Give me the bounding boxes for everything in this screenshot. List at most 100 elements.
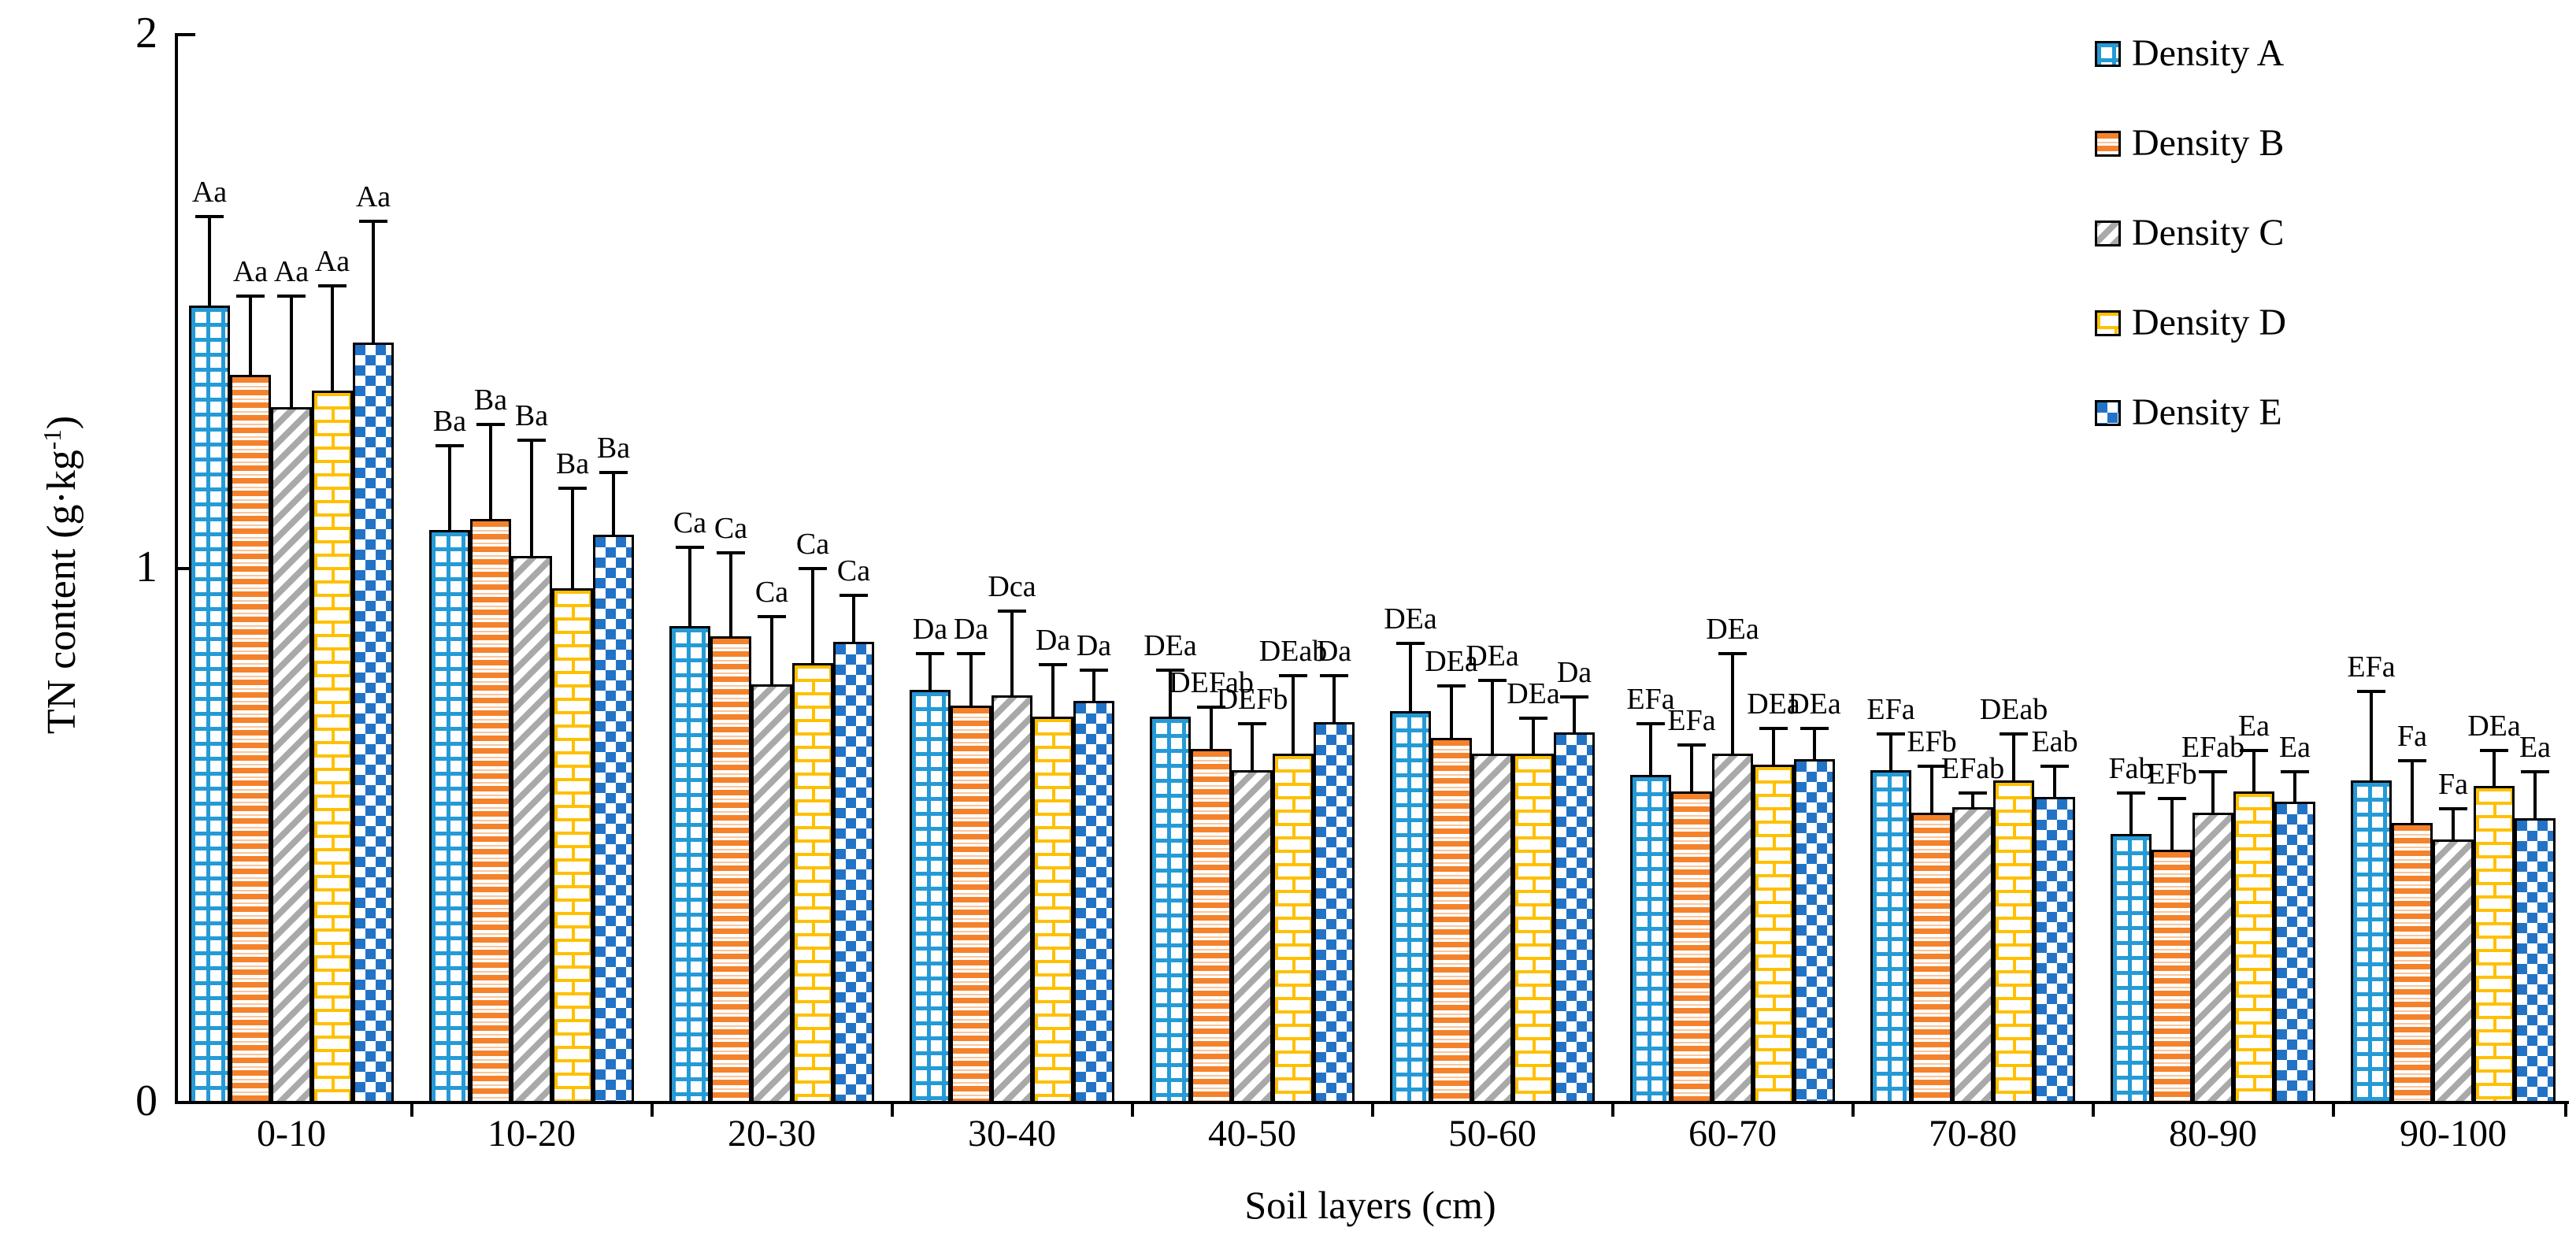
x-category-label: 40-50 — [1208, 1113, 1296, 1154]
error-bar-line — [2170, 797, 2174, 850]
bar-density-d — [792, 663, 833, 1103]
hlines-pattern-swatch-icon — [2095, 130, 2121, 157]
error-bar-line — [770, 615, 773, 684]
error-bar-cap — [1197, 706, 1225, 709]
bar-density-c — [1472, 754, 1513, 1103]
error-bar-line — [571, 487, 574, 588]
error-bar-line — [1292, 674, 1295, 754]
significance-label: Ba — [596, 432, 631, 465]
error-bar-cap — [1877, 732, 1905, 736]
bar-density-d — [2233, 791, 2274, 1103]
error-bar-cap — [1759, 727, 1788, 730]
x-tick-mark — [2564, 1104, 2567, 1117]
bar-density-e — [353, 343, 394, 1103]
legend-item-density-a: Density A — [2095, 35, 2284, 72]
error-bar-cap — [1279, 674, 1307, 677]
significance-label: Ca — [673, 506, 707, 539]
error-bar-line — [1971, 791, 1974, 807]
error-bar-cap — [277, 295, 306, 298]
significance-label: DEFab — [1169, 666, 1254, 699]
bar-density-d — [1273, 754, 1314, 1103]
bar-density-d — [1513, 754, 1554, 1103]
error-bar-line — [530, 439, 533, 556]
significance-label: Ba — [473, 384, 508, 417]
error-bar-line — [852, 594, 855, 642]
significance-label: Ca — [795, 528, 830, 561]
bar-density-d — [1993, 780, 2034, 1103]
bar-density-a — [429, 530, 470, 1103]
significance-label: Ba — [514, 399, 549, 432]
bar-density-d — [1032, 717, 1073, 1103]
significance-label: EFab — [2181, 731, 2245, 764]
error-bar-cap — [1636, 722, 1665, 725]
error-bar-cap — [1918, 765, 1946, 768]
error-bar-cap — [2199, 770, 2227, 773]
x-category-label: 70-80 — [1929, 1113, 2017, 1154]
significance-label: DEab — [1258, 635, 1328, 668]
bar-density-a — [2111, 834, 2152, 1103]
error-bar-line — [2012, 732, 2015, 780]
significance-label: Eab — [2031, 725, 2078, 758]
significance-label: Da — [1316, 635, 1352, 668]
bar-density-b — [470, 519, 511, 1103]
significance-label: Da — [912, 613, 948, 646]
error-bar-line — [2452, 807, 2455, 839]
bar-density-e — [593, 535, 634, 1103]
significance-label: Ca — [836, 554, 871, 587]
error-bar-line — [2211, 770, 2215, 813]
error-bar-cap — [2357, 690, 2385, 693]
significance-label: Ca — [754, 576, 789, 609]
y-tick-mark — [178, 567, 195, 570]
bar-density-c — [1232, 770, 1273, 1103]
significance-label: Da — [1076, 629, 1112, 662]
bar-density-c — [751, 684, 792, 1103]
x-category-label: 30-40 — [968, 1113, 1056, 1154]
x-tick-mark — [1371, 1104, 1374, 1117]
significance-label: DEa — [2467, 710, 2521, 743]
bar-density-b — [1671, 791, 1712, 1103]
significance-label: EFa — [1626, 683, 1675, 716]
x-tick-mark — [2332, 1104, 2335, 1117]
error-bar-cap — [1437, 684, 1466, 687]
bar-density-d — [1753, 765, 1794, 1103]
error-bar-cap — [758, 615, 786, 618]
significance-label: EFa — [1866, 693, 1915, 726]
error-bar-cap — [1560, 695, 1588, 699]
significance-label: DEab — [1979, 693, 2048, 726]
error-bar-cap — [1396, 642, 1425, 645]
error-bar-cap — [916, 652, 944, 655]
error-bar-line — [688, 546, 691, 626]
error-bar-line — [1772, 727, 1775, 765]
error-bar-line — [1649, 722, 1652, 775]
error-bar-cap — [1519, 717, 1547, 720]
error-bar-line — [1332, 674, 1336, 722]
bar-density-a — [1630, 775, 1671, 1103]
legend-item-density-b: Density B — [2095, 124, 2284, 162]
significance-label: EFb — [2147, 758, 2197, 791]
x-tick-mark — [1611, 1104, 1614, 1117]
y-axis-title: TN content (g·kg-1) — [38, 415, 85, 735]
bar-density-e — [2515, 818, 2556, 1103]
error-bar-cap — [2117, 791, 2145, 795]
bar-density-e — [2034, 797, 2075, 1103]
x-category-label: 10-20 — [487, 1113, 576, 1154]
significance-label: EFb — [1907, 725, 1957, 758]
y-axis-title-superscript: -1 — [38, 429, 66, 450]
error-bar-line — [811, 567, 814, 663]
error-bar-line — [2411, 759, 2414, 823]
brick-pattern-swatch-icon — [2095, 309, 2121, 336]
error-bar-line — [2053, 765, 2056, 797]
legend-item-density-e: Density E — [2095, 394, 2282, 432]
significance-label: DEFb — [1216, 683, 1288, 716]
error-bar-line — [1573, 695, 1576, 732]
significance-label: Ea — [2519, 731, 2552, 764]
significance-label: Aa — [191, 176, 228, 209]
legend-label: Density C — [2132, 212, 2285, 254]
legend-label: Density E — [2132, 391, 2282, 433]
error-bar-line — [489, 423, 492, 519]
bar-density-e — [1073, 701, 1114, 1103]
error-bar-cap — [676, 546, 704, 549]
significance-label: EFab — [1940, 752, 2005, 785]
error-bar-cap — [2480, 749, 2508, 752]
bar-density-e — [1314, 722, 1355, 1103]
